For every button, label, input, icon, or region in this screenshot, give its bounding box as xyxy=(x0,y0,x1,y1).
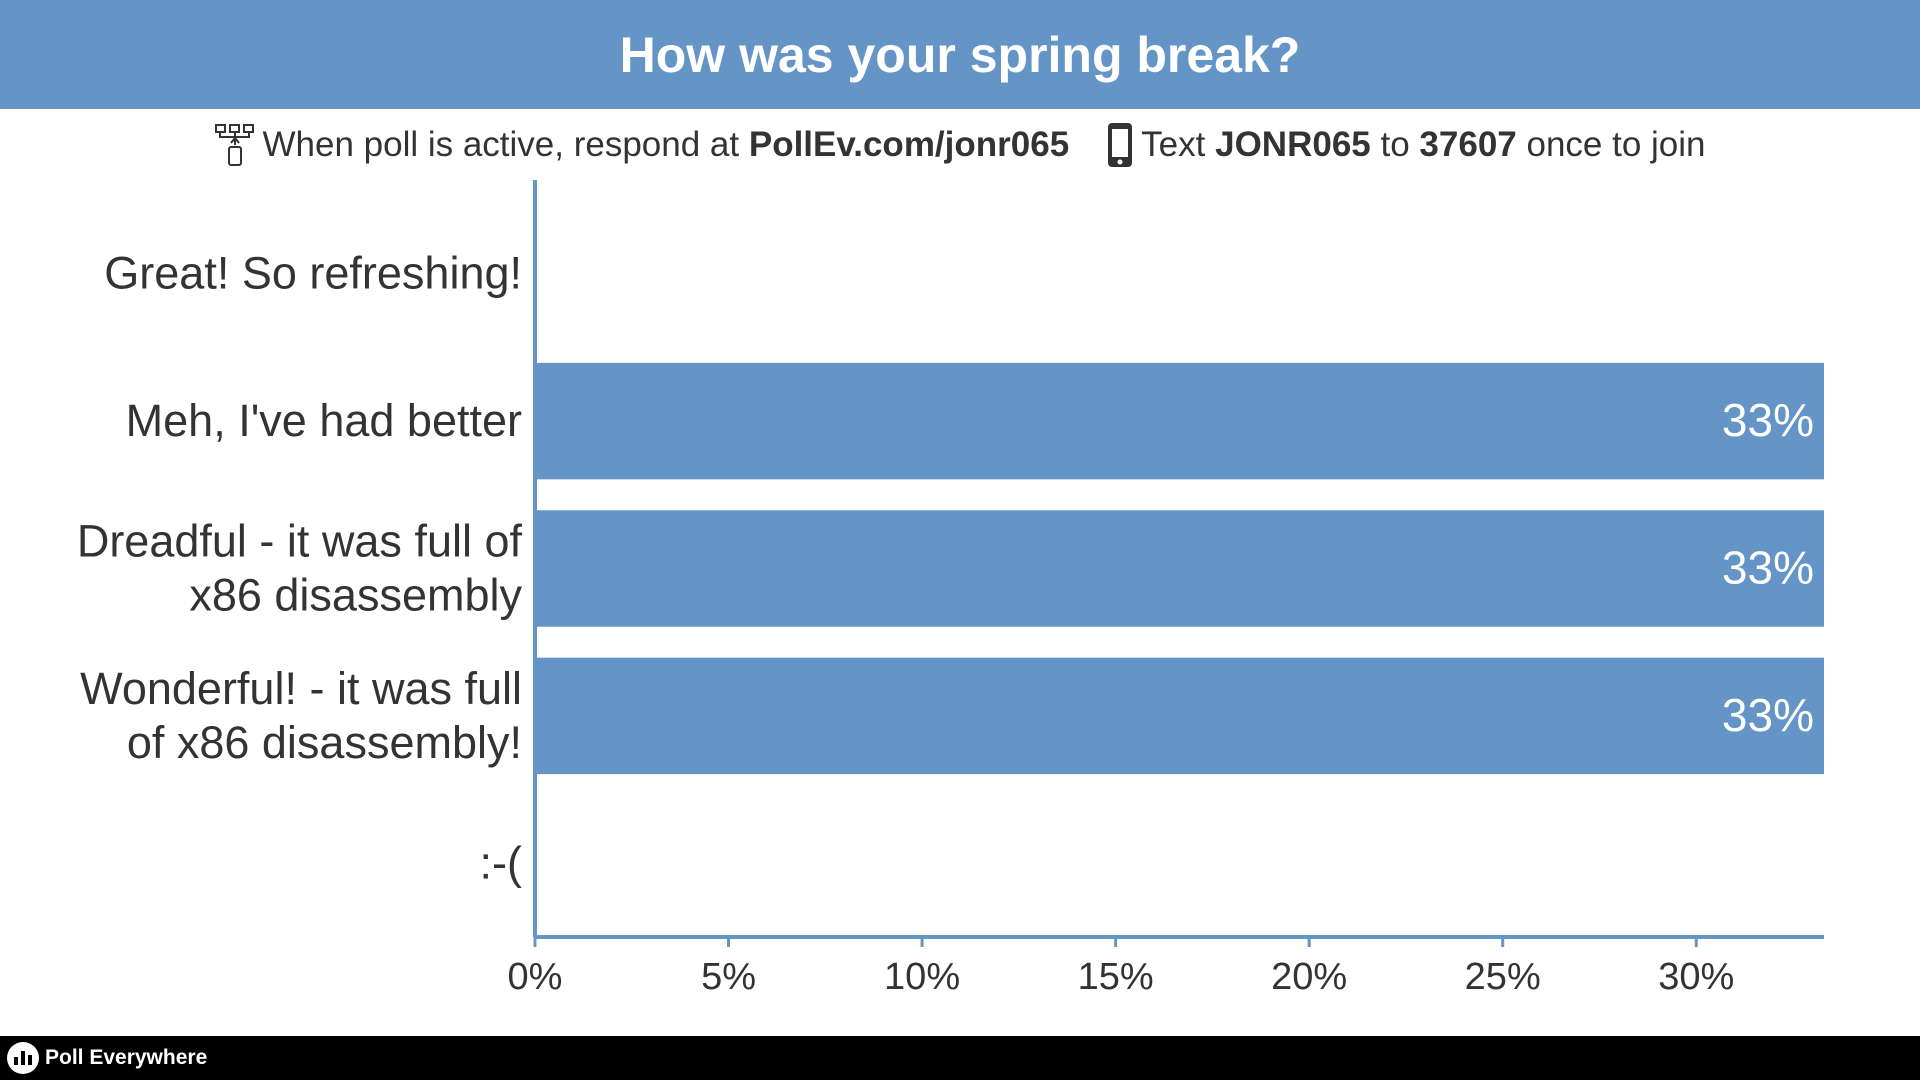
text-number: 37607 xyxy=(1419,125,1517,164)
network-icon xyxy=(214,123,256,167)
category-label: Dreadful - it was full of xyxy=(77,516,523,567)
web-response-prefix: When poll is active, respond at xyxy=(262,125,740,164)
phone-icon xyxy=(1105,121,1135,169)
bar xyxy=(535,510,1824,627)
text-prefix: Text xyxy=(1141,125,1206,164)
bar-value-label: 33% xyxy=(1722,689,1814,741)
x-tick-label: 10% xyxy=(884,956,960,998)
x-tick-label: 15% xyxy=(1078,956,1154,998)
category-label: of x86 disassembly! xyxy=(127,717,522,768)
category-label: Great! So refreshing! xyxy=(104,248,522,299)
poll-url[interactable]: PollEv.com/jonr065 xyxy=(748,125,1070,164)
results-bar-chart: Great! So refreshing! 33% Meh, I've had be… xyxy=(77,180,1824,998)
bar-value-label: 33% xyxy=(1722,394,1814,446)
poll-everywhere-logo-icon xyxy=(7,1042,39,1074)
x-tick-label: 20% xyxy=(1271,956,1347,998)
title-bar: How was your spring break? xyxy=(0,0,1920,109)
footer-brand: Poll Everywhere xyxy=(45,1046,208,1069)
x-tick-label: 25% xyxy=(1465,956,1541,998)
text-suffix: once to join xyxy=(1526,125,1706,164)
category-label: :-( xyxy=(480,837,522,888)
category-label: x86 disassembly xyxy=(189,570,522,621)
poll-title: How was your spring break? xyxy=(619,26,1301,83)
x-tick-label: 0% xyxy=(508,956,563,998)
bar-value-label: 33% xyxy=(1722,542,1814,594)
footer-bar: Poll Everywhere xyxy=(0,1036,1920,1080)
text-keyword: JONR065 xyxy=(1215,125,1371,164)
category-label: Meh, I've had better xyxy=(126,395,522,446)
bar xyxy=(535,362,1824,480)
bar xyxy=(535,657,1824,775)
response-instructions: When poll is active, respond at PollEv.c… xyxy=(0,112,1920,178)
x-tick-label: 30% xyxy=(1658,956,1734,998)
x-tick-label: 5% xyxy=(701,956,756,998)
category-label: Wonderful! - it was full xyxy=(80,663,522,714)
text-to: to xyxy=(1380,125,1410,164)
